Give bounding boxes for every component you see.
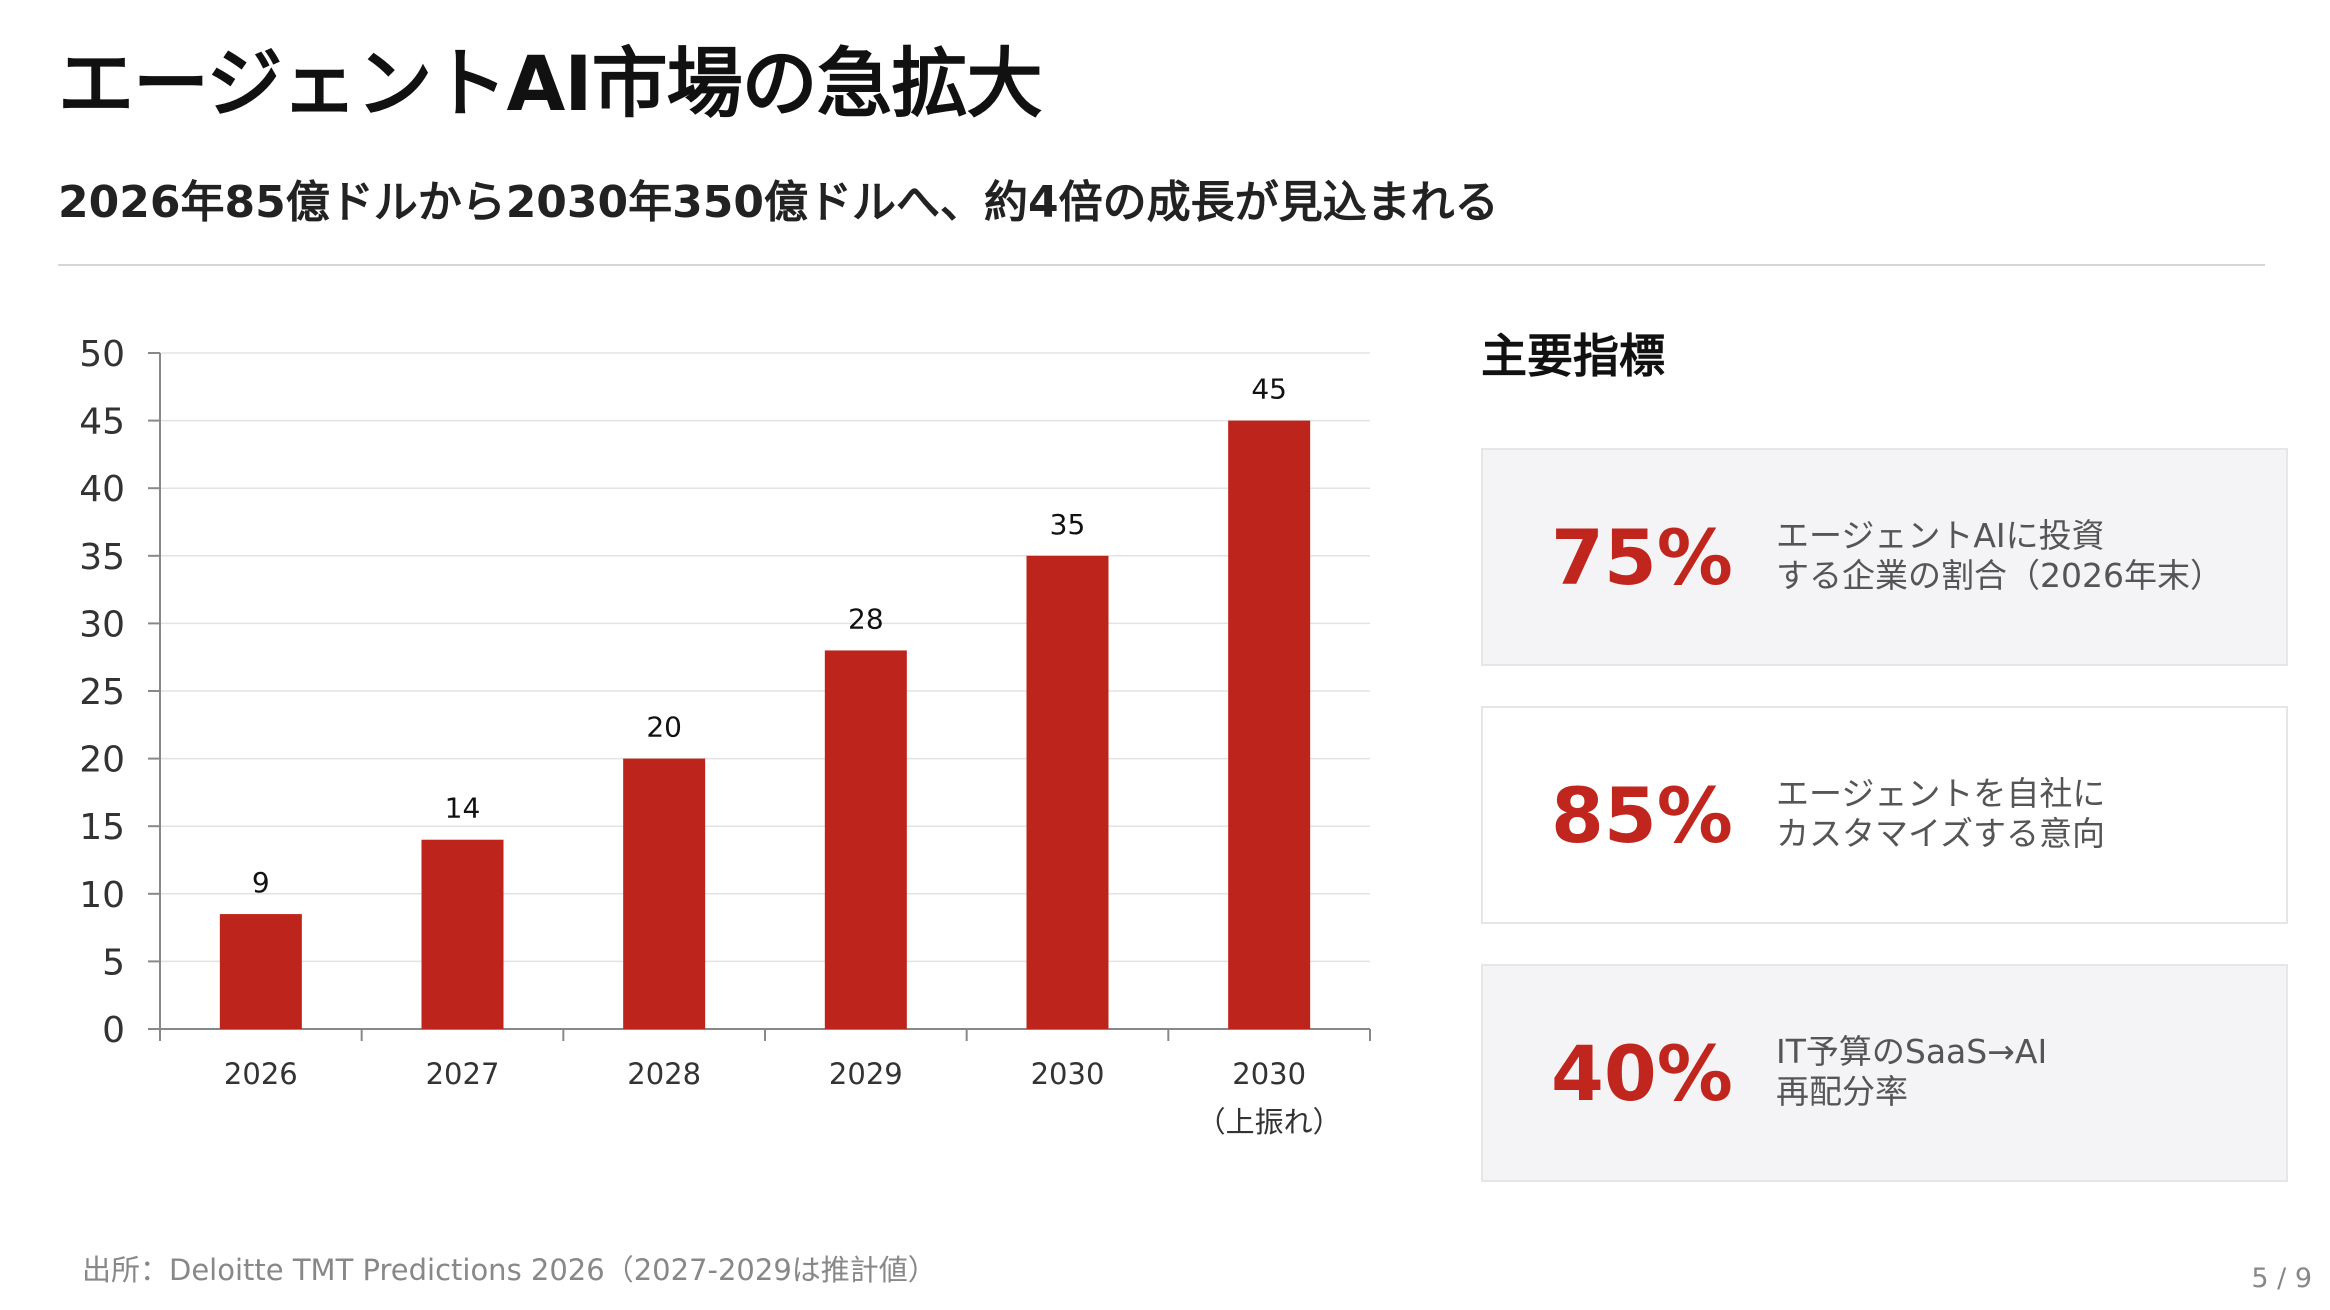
metrics-title: 主要指標 <box>1481 329 1665 383</box>
metric-value: 75% <box>1551 513 1733 602</box>
x-tick-label: 2028 <box>627 1057 701 1091</box>
bar-chart: 0 5 10 15 20 25 30 35 40 45 50 9 2026 14 2027 20 2028 28 2… <box>79 334 1371 1139</box>
x-tick-label: 2030 <box>1232 1057 1306 1091</box>
y-tick-label: 10 <box>79 875 125 916</box>
metric-description-line: カスタマイズする意向 <box>1776 814 2106 853</box>
y-tick-label: 0 <box>102 1010 125 1051</box>
metric-description-line: する企業の割合（2026年末） <box>1776 556 2223 595</box>
data-label: 35 <box>1050 508 1086 541</box>
bar <box>219 914 302 1029</box>
y-tick-label: 30 <box>79 604 125 645</box>
metric-card: 85% エージェントを自社に カスタマイズする意向 <box>1481 706 2288 924</box>
metric-description-line: 再配分率 <box>1776 1072 1908 1111</box>
y-tick-label: 15 <box>79 807 125 848</box>
page-title: エージェントAI市場の急拡大 <box>58 39 1043 128</box>
bar <box>623 758 706 1029</box>
data-label: 20 <box>646 711 682 744</box>
divider <box>58 264 2265 266</box>
metric-card: 75% エージェントAIに投資 する企業の割合（2026年末） <box>1481 448 2288 666</box>
metric-card: 40% IT予算のSaaS→AI 再配分率 <box>1481 964 2288 1182</box>
bar <box>824 650 907 1029</box>
x-tick-label: （上振れ） <box>1197 1105 1342 1139</box>
page-subtitle: 2026年85億ドルから2030年350億ドルへ、約4倍の成長が見込まれる <box>58 177 1499 228</box>
metric-description: エージェントAIに投資 する企業の割合（2026年末） <box>1776 516 2223 596</box>
bar <box>421 839 504 1029</box>
y-tick-label: 45 <box>79 402 125 443</box>
metric-description-line: IT予算のSaaS→AI <box>1776 1032 2048 1071</box>
y-tick-label: 25 <box>79 672 125 713</box>
data-label: 9 <box>252 866 270 899</box>
y-tick-label: 35 <box>79 537 125 578</box>
x-tick-label: 2029 <box>829 1057 903 1091</box>
metric-description-line: エージェントAIに投資 <box>1776 516 2105 555</box>
metric-value: 40% <box>1551 1029 1733 1118</box>
source-note: 出所：Deloitte TMT Predictions 2026（2027-20… <box>82 1253 937 1287</box>
data-label: 45 <box>1251 373 1287 406</box>
metric-description: IT予算のSaaS→AI 再配分率 <box>1776 1032 2047 1112</box>
y-tick-label: 5 <box>102 942 125 983</box>
bar <box>1026 555 1109 1029</box>
page-number: 5 / 9 <box>2251 1263 2312 1294</box>
data-label: 14 <box>445 792 481 825</box>
x-tick-label: 2030 <box>1031 1057 1105 1091</box>
y-tick-label: 20 <box>79 740 125 781</box>
metric-description-line: エージェントを自社に <box>1776 774 2106 813</box>
metric-value: 85% <box>1551 771 1733 860</box>
x-tick-label: 2027 <box>426 1057 500 1091</box>
y-tick-label: 40 <box>79 469 125 510</box>
metric-description: エージェントを自社に カスタマイズする意向 <box>1776 774 2105 854</box>
data-label: 28 <box>848 602 884 635</box>
y-tick-label: 50 <box>79 334 125 375</box>
bar <box>1228 420 1311 1030</box>
x-tick-label: 2026 <box>224 1057 298 1091</box>
